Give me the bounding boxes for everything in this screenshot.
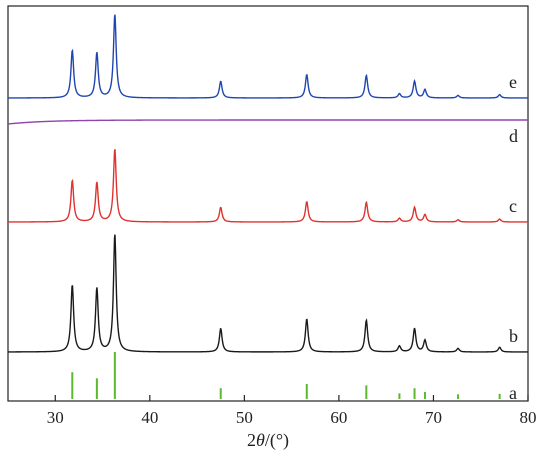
series-c-line xyxy=(8,149,528,223)
series-lines xyxy=(7,14,529,353)
x-tick-label-30: 30 xyxy=(47,408,64,427)
series-b-line xyxy=(8,234,529,353)
series-d-line xyxy=(7,119,528,125)
x-axis-ticks xyxy=(54,395,529,401)
plot-frame xyxy=(7,5,529,402)
series-e-line xyxy=(8,14,529,99)
x-tick-label-40: 40 xyxy=(141,408,158,427)
series-label-e: e xyxy=(509,72,517,92)
series-label-a: a xyxy=(509,383,517,403)
x-tick-label-50: 50 xyxy=(236,408,253,427)
x-axis-title: 2θ/(°) xyxy=(247,430,289,451)
series-label-b: b xyxy=(509,326,518,346)
reference-lines xyxy=(71,352,501,399)
series-label-d: d xyxy=(509,126,518,146)
x-axis-tick-labels: 30 40 50 60 70 80 xyxy=(47,408,537,427)
x-tick-label-70: 70 xyxy=(425,408,442,427)
series-labels: a b c d e xyxy=(509,72,518,403)
x-tick-label-60: 60 xyxy=(330,408,347,427)
series-label-c: c xyxy=(509,196,517,216)
x-tick-label-80: 80 xyxy=(520,408,537,427)
